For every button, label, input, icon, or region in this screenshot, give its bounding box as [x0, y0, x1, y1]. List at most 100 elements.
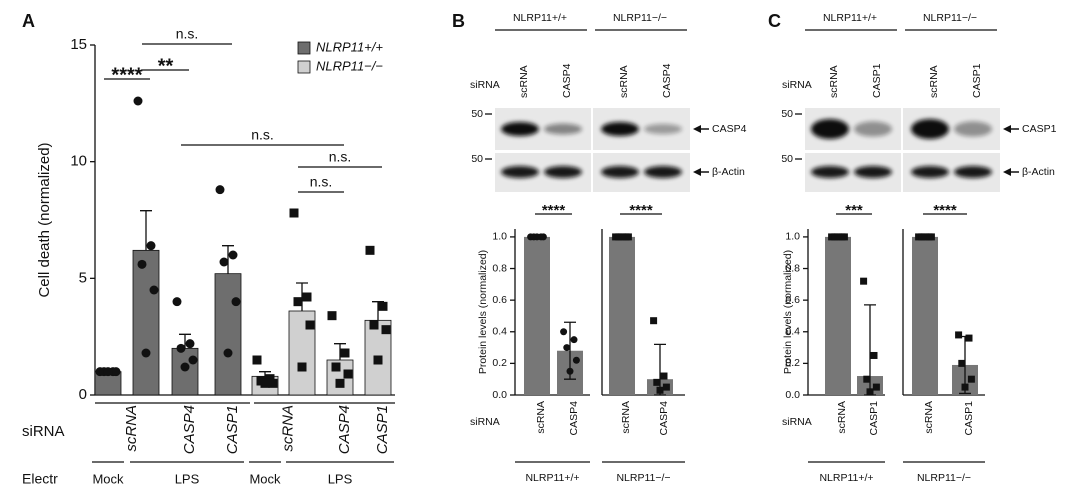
- data-point: [961, 383, 969, 391]
- genotype-header: NLRP11−/−: [613, 12, 667, 24]
- data-point: [185, 339, 195, 349]
- data-point: [340, 348, 350, 358]
- x-tick-label: scRNA: [620, 401, 632, 434]
- y-tick-label: 0.4: [785, 326, 800, 338]
- error-bar: [372, 301, 384, 321]
- significance-label: n.s.: [329, 149, 352, 165]
- data-point: [331, 362, 341, 372]
- data-point: [297, 362, 307, 372]
- significance-label: ****: [542, 202, 566, 219]
- data-point: [146, 241, 156, 251]
- data-point: [293, 297, 303, 307]
- significance-label: ****: [933, 202, 957, 219]
- x-axis-label: NLRP11−/−: [616, 472, 670, 484]
- legend-label: NLRP11+/+: [316, 39, 383, 54]
- marker-label: 50: [471, 153, 483, 165]
- data-point: [219, 257, 229, 267]
- data-point: [260, 378, 270, 388]
- lane-label: scRNA: [518, 65, 530, 98]
- data-point: [834, 233, 842, 241]
- genotype-header: NLRP11+/+: [513, 12, 567, 24]
- lane-label: scRNA: [928, 65, 940, 98]
- bar: [132, 249, 160, 396]
- data-point: [381, 325, 391, 335]
- lane-label: scRNA: [828, 65, 840, 98]
- data-point: [653, 378, 661, 386]
- blot-band: [644, 123, 682, 135]
- blot-band: [501, 166, 539, 178]
- lane-label: CASP4: [661, 63, 673, 98]
- error-bar: [296, 282, 308, 311]
- data-point: [223, 348, 233, 358]
- data-point: [180, 362, 190, 372]
- data-point: [572, 356, 580, 364]
- bar: [609, 236, 635, 395]
- bar: [524, 236, 550, 395]
- y-axis-label: Protein levels (normalized): [782, 250, 794, 374]
- data-point: [660, 372, 668, 380]
- band-label: CASP4: [712, 123, 747, 135]
- data-point: [305, 320, 315, 330]
- x-tick-label: scRNA: [923, 401, 935, 434]
- blot-band: [601, 122, 639, 136]
- y-tick-label: 0: [79, 386, 87, 403]
- significance-label: **: [158, 55, 174, 77]
- data-point: [252, 355, 262, 365]
- sirna-label: CASP4: [336, 405, 353, 454]
- data-point: [967, 375, 975, 383]
- data-point: [624, 233, 632, 241]
- error-bar: [222, 245, 234, 274]
- y-tick-label: 1.0: [492, 231, 507, 243]
- y-tick-label: 5: [79, 269, 87, 286]
- y-tick-label: 0.2: [785, 357, 800, 369]
- lane-label: scRNA: [618, 65, 630, 98]
- significance-label: ***: [845, 202, 863, 219]
- data-point: [289, 208, 299, 218]
- data-point: [958, 359, 966, 367]
- blot-band: [954, 121, 992, 137]
- y-tick-label: 0.6: [785, 294, 800, 306]
- blot-band: [811, 119, 849, 139]
- significance-label: ****: [629, 202, 653, 219]
- genotype-header: NLRP11+/+: [823, 12, 877, 24]
- data-point: [231, 297, 241, 307]
- row-label: siRNA: [22, 423, 65, 440]
- data-point: [539, 233, 547, 241]
- data-point: [103, 367, 113, 377]
- data-point: [921, 233, 929, 241]
- band-arrowhead: [693, 125, 701, 133]
- blot-band: [911, 119, 949, 139]
- data-point: [215, 185, 225, 195]
- lane-label: CASP1: [971, 63, 983, 98]
- x-axis-label: NLRP11+/+: [525, 472, 579, 484]
- data-point: [560, 328, 568, 336]
- row-label: siRNA: [782, 416, 812, 428]
- x-tick-label: scRNA: [836, 401, 848, 434]
- x-tick-label: CASP4: [658, 401, 670, 436]
- bar: [214, 273, 242, 396]
- blot-band: [544, 166, 582, 178]
- electr-label: Mock: [92, 471, 124, 486]
- band-label: β-Actin: [712, 166, 745, 178]
- blot-band: [854, 166, 892, 178]
- data-point: [840, 233, 848, 241]
- data-point: [111, 367, 121, 377]
- band-arrowhead: [693, 168, 701, 176]
- electr-label: LPS: [175, 471, 200, 486]
- y-tick-label: 0.0: [785, 389, 800, 401]
- blot-band: [601, 166, 639, 178]
- y-axis-label: Protein levels (normalized): [477, 250, 489, 374]
- data-point: [566, 367, 574, 375]
- data-point: [188, 355, 198, 365]
- marker-label: 50: [471, 108, 483, 120]
- y-tick-label: 0.4: [492, 326, 507, 338]
- bar: [171, 347, 199, 396]
- data-point: [172, 297, 182, 307]
- genotype-header: NLRP11−/−: [923, 12, 977, 24]
- x-tick-label: CASP1: [868, 401, 880, 436]
- legend-swatch: [297, 60, 311, 74]
- data-point: [656, 386, 664, 394]
- blot-band: [544, 123, 582, 135]
- blot-band: [911, 166, 949, 178]
- y-tick-label: 1.0: [785, 231, 800, 243]
